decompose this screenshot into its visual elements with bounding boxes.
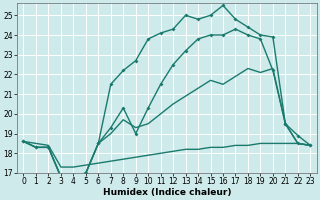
X-axis label: Humidex (Indice chaleur): Humidex (Indice chaleur) — [103, 188, 231, 197]
